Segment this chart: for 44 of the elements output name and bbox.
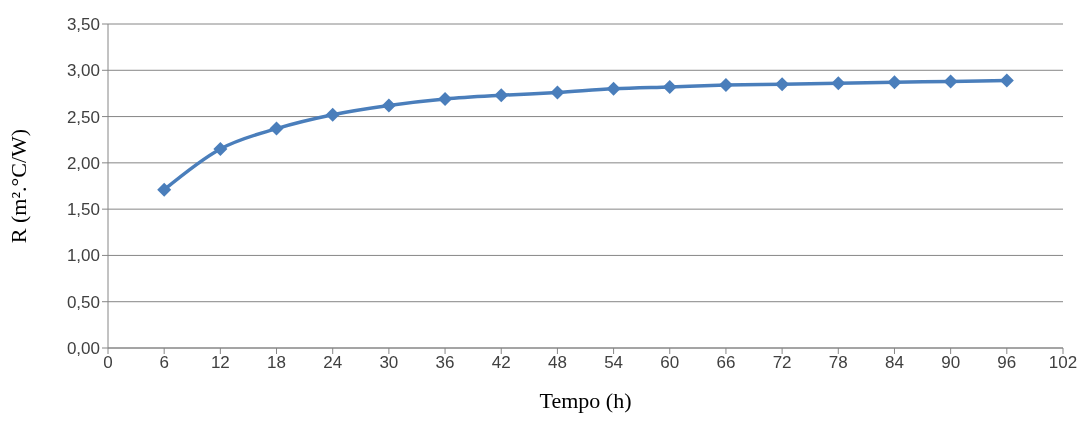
- y-tick-label: 1,00: [66, 246, 100, 266]
- point: [943, 74, 958, 89]
- x-tick-label: 72: [772, 353, 792, 373]
- x-tick-label: 42: [491, 353, 511, 373]
- x-tick-label: 60: [660, 353, 680, 373]
- x-tick-label: 48: [547, 353, 567, 373]
- x-tick-label: 102: [1048, 353, 1078, 373]
- point: [494, 88, 509, 103]
- y-tick-label: 0,50: [66, 292, 100, 312]
- x-tick-label: 36: [435, 353, 455, 373]
- x-tick-label: 18: [267, 353, 286, 373]
- x-tick-label: 84: [885, 353, 904, 373]
- x-tick-label: 0: [103, 353, 113, 373]
- x-tick-label: 12: [210, 353, 230, 373]
- x-tick-label: 90: [941, 353, 961, 373]
- y-tick-label: 0,00: [66, 339, 100, 359]
- point: [831, 76, 846, 91]
- point: [213, 141, 228, 156]
- y-tick-label: 2,50: [66, 107, 100, 127]
- y-tick-label: 1,50: [66, 200, 100, 220]
- point: [999, 73, 1014, 88]
- point: [887, 75, 902, 90]
- y-axis-title: R (m².°C/W): [5, 128, 31, 244]
- x-tick-label: 30: [379, 353, 399, 373]
- y-tick-label: 2,00: [66, 153, 100, 173]
- x-tick-label: 78: [828, 353, 848, 373]
- point: [550, 85, 565, 100]
- point: [438, 91, 453, 106]
- x-tick-label: 96: [997, 353, 1017, 373]
- point: [269, 121, 284, 136]
- point: [718, 78, 733, 93]
- point: [325, 107, 340, 122]
- point: [157, 182, 172, 197]
- point: [775, 77, 790, 92]
- point: [381, 98, 396, 113]
- point: [606, 81, 621, 96]
- x-tick-label: 24: [323, 353, 343, 373]
- x-tick-label: 54: [604, 353, 624, 373]
- x-tick-label: 6: [159, 353, 169, 373]
- y-tick-label: 3,00: [66, 61, 100, 81]
- point: [662, 79, 677, 94]
- x-axis-title: Tempo (h): [539, 388, 632, 413]
- y-tick-label: 3,50: [66, 15, 100, 35]
- x-tick-label: 66: [716, 353, 736, 373]
